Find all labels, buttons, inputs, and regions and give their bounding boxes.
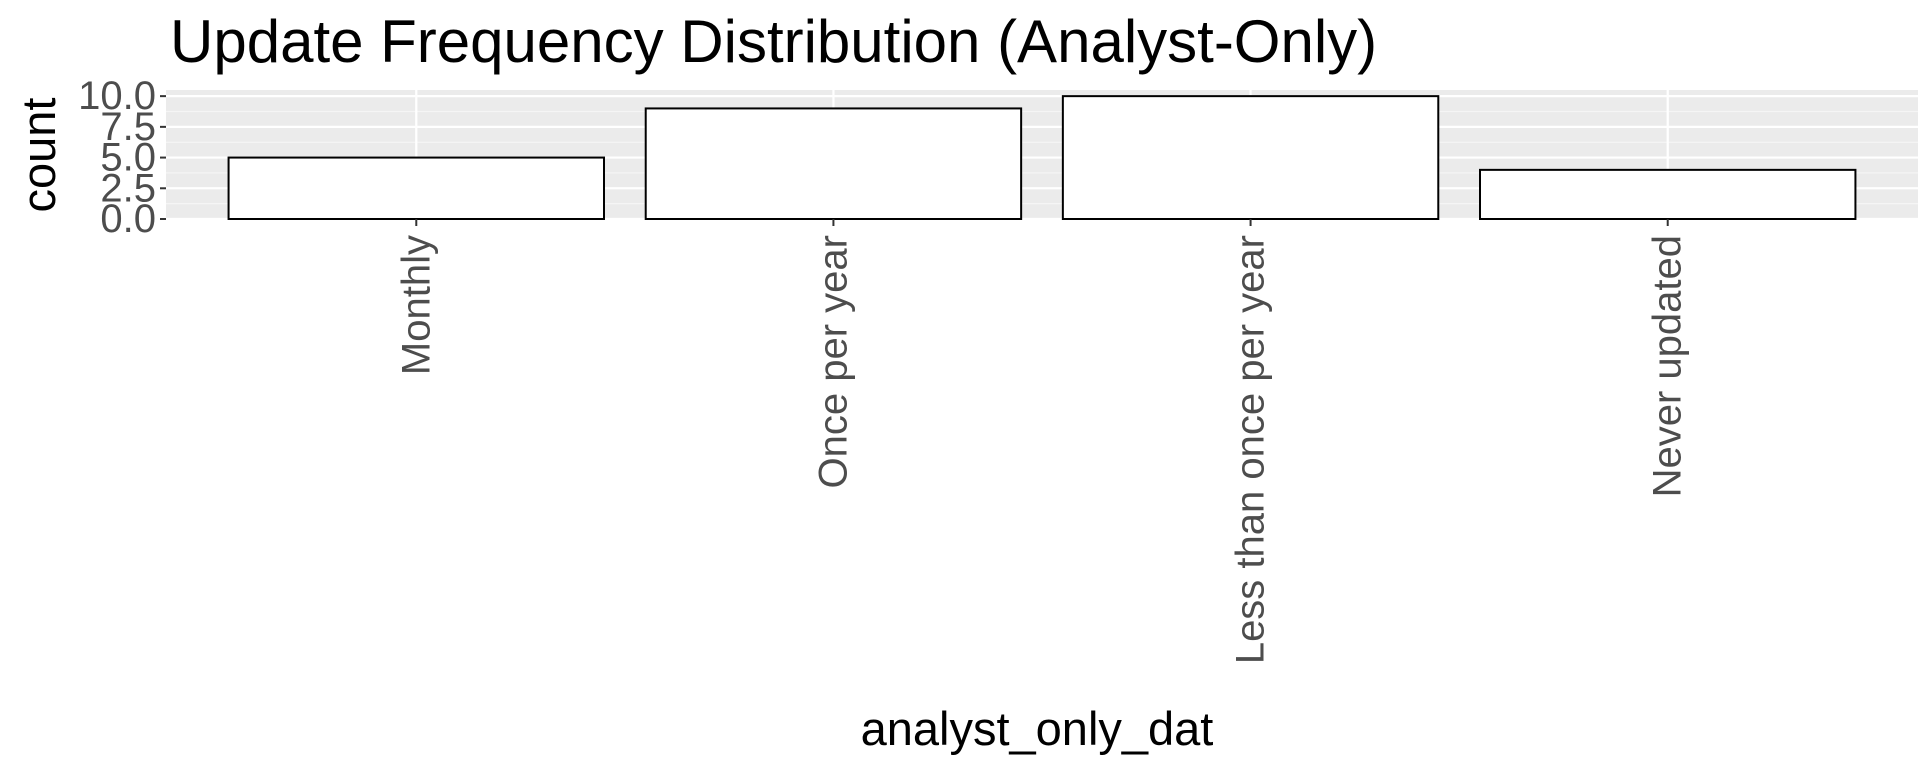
y-axis-ticks: 0.02.55.07.510.0 xyxy=(78,74,166,241)
bar xyxy=(227,156,605,220)
y-tick-label: 2.5 xyxy=(100,166,156,210)
x-tick-label: Monthly xyxy=(394,235,438,375)
bar xyxy=(1061,95,1440,220)
y-tick-label: 5.0 xyxy=(100,136,156,180)
bars xyxy=(227,95,1857,221)
y-tick-label: 10.0 xyxy=(78,74,156,118)
x-tick-label: Never updated xyxy=(1646,235,1690,497)
x-tick-label: Less than once per year xyxy=(1229,235,1273,664)
y-tick-label: 7.5 xyxy=(100,105,156,149)
x-axis-ticks: Monthly Once per year Less than once per y… xyxy=(394,219,1690,664)
bar xyxy=(1479,168,1857,221)
bar xyxy=(644,107,1023,220)
y-axis-title: count xyxy=(12,98,65,213)
x-tick-label: Once per year xyxy=(811,235,855,488)
chart-title: Update Frequency Distribution (Analyst-O… xyxy=(170,8,1377,75)
x-axis-title: analyst_only_dat xyxy=(861,702,1214,755)
y-tick-label: 0.0 xyxy=(100,197,156,241)
